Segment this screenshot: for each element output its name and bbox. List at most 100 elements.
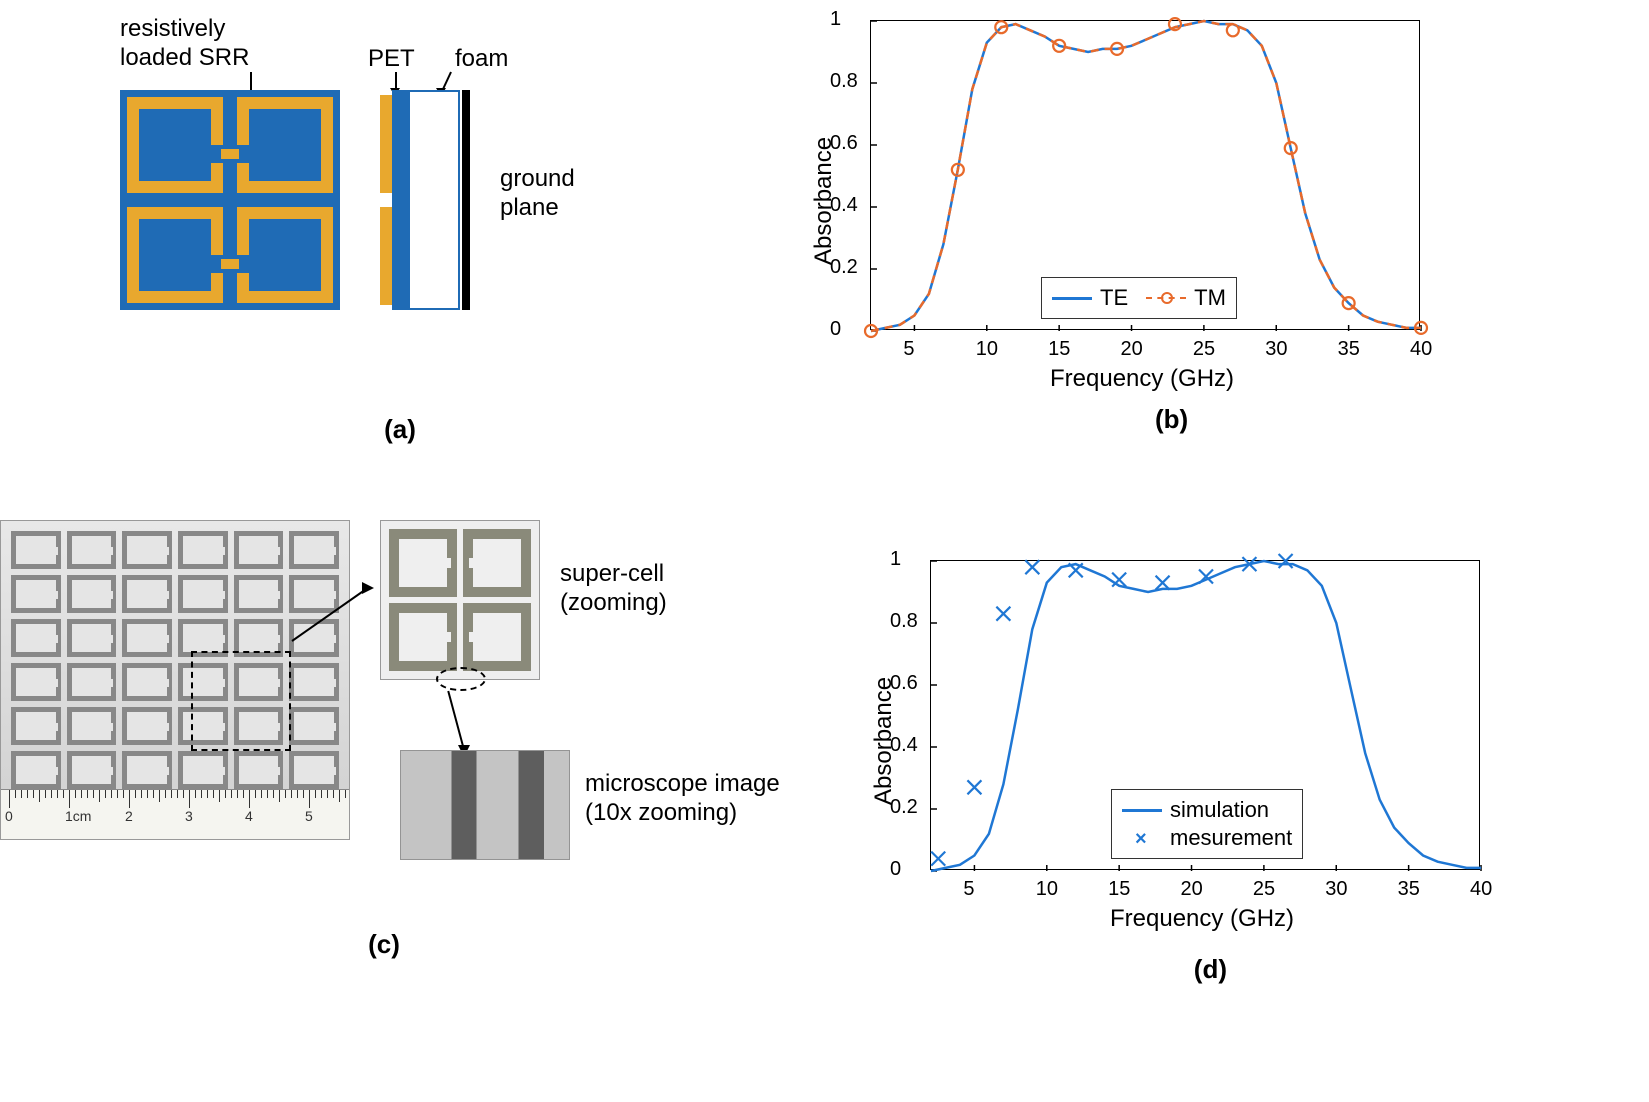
foam-annotation-label: foam	[455, 45, 508, 74]
array-cell	[122, 663, 172, 701]
photo-supercell-zoom	[380, 520, 540, 680]
array-cell	[67, 531, 117, 569]
ruler-tick	[63, 790, 64, 798]
ruler-tick	[291, 790, 292, 798]
array-cell	[122, 531, 172, 569]
side-foam-layer	[408, 90, 460, 310]
ruler-tick	[309, 790, 310, 808]
ruler-tick	[87, 790, 88, 798]
ruler-tick	[177, 790, 178, 798]
array-cell	[11, 531, 61, 569]
subplot-label-a: (a)	[384, 414, 416, 445]
array-cell	[122, 575, 172, 613]
array-cell	[11, 751, 61, 789]
ruler-tick	[9, 790, 10, 808]
ruler-tick	[189, 790, 190, 808]
ruler-tick	[339, 790, 340, 802]
ruler-tick	[195, 790, 196, 798]
array-cell	[67, 751, 117, 789]
ruler-tick	[327, 790, 328, 798]
srr-unit-cell	[237, 207, 333, 303]
ground-annotation-text: groundplane	[500, 165, 575, 221]
ruler-tick	[237, 790, 238, 798]
ruler-tick	[15, 790, 16, 798]
array-cell	[289, 663, 339, 701]
ruler-tick	[45, 790, 46, 798]
ruler-tick	[297, 790, 298, 798]
array-cell	[67, 707, 117, 745]
ruler-tick	[81, 790, 82, 798]
ruler-tick	[207, 790, 208, 798]
array-cell	[122, 707, 172, 745]
ruler-tick	[273, 790, 274, 798]
ruler-tick	[285, 790, 286, 798]
zoom-cell	[389, 603, 457, 671]
ruler-tick	[315, 790, 316, 798]
array-cell	[234, 575, 284, 613]
ruler-tick	[201, 790, 202, 798]
micro-annotation-label: microscope image(10x zooming)	[585, 770, 780, 828]
ruler-tick	[249, 790, 250, 808]
ytick-label: 1	[830, 8, 841, 31]
ruler-tick	[99, 790, 100, 802]
ruler-tick	[117, 790, 118, 798]
ruler-tick	[27, 790, 28, 798]
ruler-tick	[33, 790, 34, 798]
array-cell	[289, 751, 339, 789]
arrow-to-micro	[447, 691, 464, 749]
srr-resistive-load	[229, 149, 239, 159]
subplot-label-b: (b)	[1155, 404, 1188, 435]
ruler-tick	[255, 790, 256, 798]
ruler-tick	[159, 790, 160, 802]
ytick-label: 0	[830, 318, 841, 341]
ruler-tick	[135, 790, 136, 798]
ytick-label: 0.6	[830, 132, 858, 155]
yticks-b: 00.20.40.60.81	[790, 10, 1510, 430]
ruler-tick	[147, 790, 148, 798]
micro-selection-ellipse	[436, 667, 486, 691]
ruler-tick	[183, 790, 184, 798]
ruler-tick	[345, 790, 346, 798]
micro-annotation-text: microscope image(10x zooming)	[585, 770, 780, 826]
zoom-cell	[389, 529, 457, 597]
array-cell	[234, 751, 284, 789]
array-cell	[67, 575, 117, 613]
subplot-label-d: (d)	[1194, 954, 1227, 985]
ruler-label: 4	[245, 808, 253, 824]
side-srr-layer	[380, 207, 392, 305]
array-cell	[289, 531, 339, 569]
ruler-label: 0	[5, 808, 13, 824]
array-cell	[178, 751, 228, 789]
ruler-tick	[219, 790, 220, 802]
zoom-cell	[463, 603, 531, 671]
side-pet-layer	[392, 90, 408, 310]
ytick-label: 0.6	[890, 672, 918, 695]
ruler-tick	[129, 790, 130, 808]
zoom-annotation-text: super-cell(zooming)	[560, 560, 667, 616]
array-cell	[11, 663, 61, 701]
photo-microscope	[400, 750, 570, 860]
ruler-tick	[21, 790, 22, 798]
srr-annotation-line1: resistivelyloaded SRR	[120, 15, 249, 71]
side-srr-layer	[380, 95, 392, 193]
side-ground-layer	[462, 90, 470, 310]
ruler-tick	[267, 790, 268, 798]
array-cell	[289, 707, 339, 745]
array-cell	[67, 619, 117, 657]
ruler-label: 3	[185, 808, 193, 824]
zoom-cell	[463, 529, 531, 597]
array-cell	[122, 619, 172, 657]
panel-b: TE TM Absorbance Frequency (GHz) 5101520…	[790, 10, 1510, 430]
ruler-label: 1cm	[65, 808, 91, 824]
ytick-label: 0.4	[890, 734, 918, 757]
ruler-tick	[279, 790, 280, 802]
srr-resistive-load	[229, 259, 239, 269]
ruler-tick	[69, 790, 70, 808]
ruler-tick	[225, 790, 226, 798]
ruler-tick	[39, 790, 40, 802]
ruler-label: 2	[125, 808, 133, 824]
ruler-tick	[93, 790, 94, 798]
ruler-tick	[333, 790, 334, 798]
srr-unit-cell	[127, 207, 223, 303]
panel-d: simulation × mesurement Absorbance Frequ…	[850, 550, 1530, 980]
